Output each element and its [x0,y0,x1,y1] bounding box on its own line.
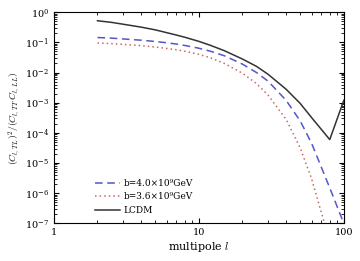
Legend: b=4.0×10⁹GeV, b=3.6×10⁹GeV, LCDM: b=4.0×10⁹GeV, b=3.6×10⁹GeV, LCDM [93,177,195,217]
Y-axis label: $(C_{l,\,TL})^2/(C_{l,\,TT}\,C_{l,\,LL})$: $(C_{l,\,TL})^2/(C_{l,\,TT}\,C_{l,\,LL})… [7,71,23,165]
X-axis label: multipole $l$: multipole $l$ [168,240,230,254]
